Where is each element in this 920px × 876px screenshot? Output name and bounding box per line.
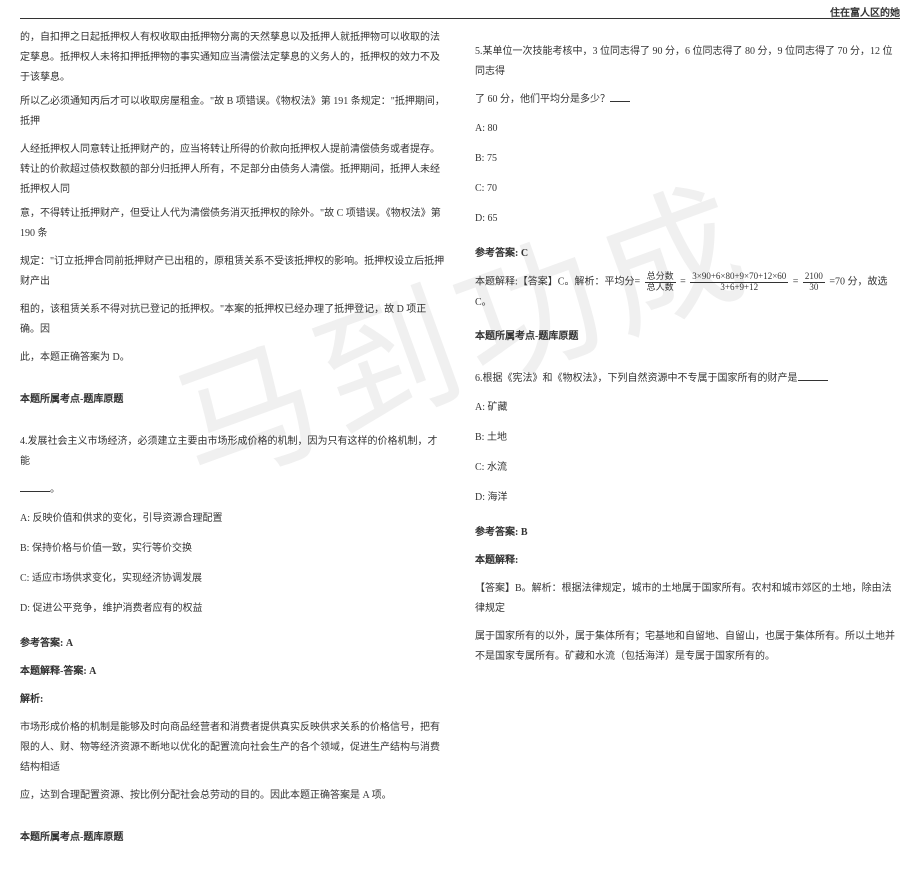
question-6: 6.根据《宪法》和《物权法》，下列自然资源中不专属于国家所有的财产是 <box>475 369 900 389</box>
paragraph: 意，不得转让抵押财产，但受让人代为清偿债务消灭抵押权的除外。"故 C 项错误。《… <box>20 204 445 244</box>
explanation-text: 市场形成价格的机制是能够及时向商品经营者和消费者提供真实反映供求关系的价格信号，… <box>20 718 445 778</box>
fraction-2: 3×90+6×80+9×70+12×603+6+9+12 <box>688 272 790 293</box>
explanation-text: 属于国家所有的以外，属于集体所有；宅基地和自留地、自留山，也属于集体所有。所以土… <box>475 627 900 667</box>
question-text: 4.发展社会主义市场经济，必须建立主要由市场形成价格的机制，因为只有这样的价格机… <box>20 436 438 467</box>
denominator: 30 <box>807 283 820 293</box>
option-d: D: 海洋 <box>475 487 900 509</box>
paragraph: 所以乙必须通知丙后才可以收取房屋租金。"故 B 项错误。《物权法》第 191 条… <box>20 92 445 132</box>
question-4: 4.发展社会主义市场经济，必须建立主要由市场形成价格的机制，因为只有这样的价格机… <box>20 432 445 472</box>
option-a: A: 80 <box>475 118 900 140</box>
right-column: 5.某单位一次技能考核中，3 位同志得了 90 分，6 位同志得了 80 分，9… <box>475 28 900 856</box>
period: 。 <box>50 484 60 495</box>
explanation-heading: 本题解释: <box>475 551 900 571</box>
option-c: C: 70 <box>475 178 900 200</box>
denominator: 3+6+9+12 <box>718 283 760 293</box>
topic-label: 本题所属考点-题库原题 <box>20 390 445 410</box>
paragraph: 的，自扣押之日起抵押权人有权收取由抵押物分离的天然孳息以及抵押人就抵押物可以收取… <box>20 28 445 88</box>
option-b: B: 土地 <box>475 427 900 449</box>
explanation-5: 本题解释:【答案】C。解析：平均分= 总分数总人数 = 3×90+6×80+9×… <box>475 272 900 313</box>
answer-label: 参考答案: C <box>475 244 900 264</box>
option-c: C: 适应市场供求变化，实现经济协调发展 <box>20 568 445 590</box>
explanation-text: 应，达到合理配置资源、按比例分配社会总劳动的目的。因此本题正确答案是 A 项。 <box>20 786 445 806</box>
topic-label: 本题所属考点-题库原题 <box>20 828 445 848</box>
left-column: 的，自扣押之日起抵押权人有权收取由抵押物分离的天然孳息以及抵押人就抵押物可以收取… <box>20 28 445 856</box>
answer-label: 参考答案: A <box>20 634 445 654</box>
option-c: C: 水流 <box>475 457 900 479</box>
paragraph: 此，本题正确答案为 D。 <box>20 348 445 368</box>
question-blank: 。 <box>20 480 445 500</box>
paragraph: 规定："订立抵押合同前抵押财产已出租的，原租赁关系不受该抵押权的影响。抵押权设立… <box>20 252 445 292</box>
explanation-prefix: 本题解释:【答案】C。解析：平均分= <box>475 277 640 288</box>
analysis-heading: 解析: <box>20 690 445 710</box>
option-d: D: 65 <box>475 208 900 230</box>
page-content: 的，自扣押之日起抵押权人有权收取由抵押物分离的天然孳息以及抵押人就抵押物可以收取… <box>0 0 920 876</box>
question-text: 6.根据《宪法》和《物权法》，下列自然资源中不专属于国家所有的财产是 <box>475 373 798 384</box>
explanation-label: 本题解释-答案: A <box>20 662 445 682</box>
topic-label: 本题所属考点-题库原题 <box>475 327 900 347</box>
denominator: 总人数 <box>645 283 676 293</box>
question-5: 5.某单位一次技能考核中，3 位同志得了 90 分，6 位同志得了 80 分，9… <box>475 42 900 82</box>
explanation-text: 【答案】B。解析：根据法律规定，城市的土地属于国家所有。农村和城市郊区的土地，除… <box>475 579 900 619</box>
question-text: 了 60 分，他们平均分是多少？ <box>475 94 610 105</box>
paragraph: 租的，该租赁关系不得对抗已登记的抵押权。"本案的抵押权已经办理了抵押登记，故 D… <box>20 300 445 340</box>
option-a: A: 矿藏 <box>475 397 900 419</box>
option-b: B: 75 <box>475 148 900 170</box>
option-a: A: 反映价值和供求的变化，引导资源合理配置 <box>20 508 445 530</box>
question-5-cont: 了 60 分，他们平均分是多少？ <box>475 90 900 110</box>
paragraph: 人经抵押权人同意转让抵押财产的，应当将转让所得的价款向抵押权人提前清偿债务或者提… <box>20 140 445 200</box>
option-b: B: 保持价格与价值一致，实行等价交换 <box>20 538 445 560</box>
fraction-3: 210030 <box>801 272 827 293</box>
option-d: D: 促进公平竞争，维护消费者应有的权益 <box>20 598 445 620</box>
fraction-1: 总分数总人数 <box>643 272 678 293</box>
answer-label: 参考答案: B <box>475 523 900 543</box>
